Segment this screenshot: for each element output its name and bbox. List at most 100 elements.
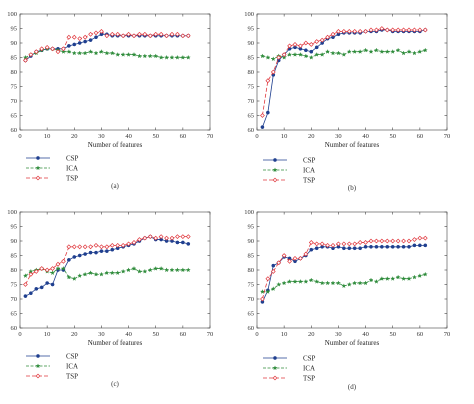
data-point-ica	[325, 49, 330, 54]
series-tsp	[260, 26, 428, 118]
data-point-tsp	[164, 235, 169, 241]
data-point-tsp	[265, 276, 271, 282]
legend: CSP ICA TSP	[263, 156, 316, 184]
data-point-ica	[276, 281, 282, 287]
legend-marker-csp	[273, 356, 277, 360]
data-point-csp	[67, 44, 71, 48]
data-point-ica	[77, 50, 83, 56]
x-axis-label: Number of features	[325, 141, 380, 149]
data-point-csp	[23, 294, 28, 298]
x-tick-label: 10	[44, 331, 51, 338]
data-point-tsp	[308, 42, 314, 47]
data-point-tsp	[99, 29, 104, 34]
data-point-csp	[407, 244, 411, 249]
data-point-ica	[384, 276, 390, 281]
data-point-csp	[309, 49, 314, 54]
data-point-ica	[265, 289, 271, 294]
data-point-tsp	[33, 49, 39, 55]
chart-panel-b: 60 65 70 75 80 85 90 95 100 0 10 20 30 40 50 60 70 Number…	[244, 11, 450, 192]
x-tick-label: 0	[255, 331, 258, 338]
data-point-ica	[281, 54, 287, 60]
series-ica	[260, 271, 428, 294]
legend: CSP ICA TSP	[26, 154, 79, 182]
data-point-ica	[158, 54, 164, 60]
legend-label-ica: ICA	[303, 364, 315, 372]
y-tick-label: 100	[7, 209, 17, 216]
legend-label-ica: ICA	[66, 164, 78, 172]
data-point-ica	[319, 280, 325, 286]
data-point-tsp	[169, 31, 175, 37]
data-point-tsp	[341, 29, 347, 34]
data-point-ica	[104, 50, 110, 56]
x-tick-label: 50	[152, 331, 159, 338]
y-tick-label: 75	[11, 84, 18, 91]
x-tick-label: 10	[281, 133, 288, 140]
data-point-csp	[260, 125, 265, 129]
data-point-tsp	[412, 27, 417, 33]
data-point-tsp	[131, 33, 137, 39]
data-point-ica	[175, 54, 180, 60]
data-point-ica	[352, 49, 358, 54]
data-point-ica	[287, 279, 292, 284]
data-point-ica	[169, 267, 175, 273]
data-point-ica	[314, 279, 320, 284]
data-point-tsp	[346, 241, 352, 247]
data-point-ica	[417, 273, 423, 278]
series-csp	[260, 243, 428, 304]
data-point-ica	[164, 267, 169, 273]
series-tsp	[260, 235, 428, 302]
data-point-ica	[417, 49, 423, 54]
data-point-tsp	[120, 33, 126, 39]
data-point-tsp	[379, 26, 385, 31]
data-point-ica	[341, 283, 347, 288]
data-point-tsp	[185, 33, 191, 39]
data-point-ica	[303, 53, 309, 59]
data-point-ica	[395, 47, 401, 53]
data-point-csp	[412, 243, 417, 248]
series-line-csp	[262, 244, 426, 303]
data-point-ica	[175, 267, 180, 273]
series-ica	[260, 47, 428, 61]
data-point-csp	[67, 258, 71, 262]
data-point-ica	[368, 277, 374, 283]
data-point-tsp	[77, 36, 83, 42]
data-point-ica	[169, 54, 175, 60]
data-point-tsp	[357, 240, 363, 245]
legend-marker-tsp	[272, 375, 278, 381]
data-point-tsp	[66, 244, 72, 250]
data-point-csp	[314, 246, 319, 251]
data-point-ica	[126, 267, 131, 273]
y-tick-label: 95	[11, 26, 18, 33]
data-point-tsp	[55, 49, 61, 55]
data-point-csp	[77, 253, 82, 258]
data-point-tsp	[82, 244, 88, 250]
y-tick-label: 65	[248, 113, 255, 120]
y-tick-label: 90	[11, 40, 18, 47]
data-point-tsp	[314, 39, 320, 44]
data-point-csp	[352, 246, 357, 251]
data-point-tsp	[406, 238, 412, 244]
data-point-tsp	[281, 253, 287, 258]
data-point-csp	[72, 255, 77, 259]
data-point-tsp	[71, 34, 77, 40]
data-point-tsp	[417, 235, 423, 241]
data-point-csp	[29, 291, 33, 296]
data-point-tsp	[336, 29, 341, 34]
y-tick-label: 95	[248, 26, 255, 33]
x-tick-label: 30	[335, 331, 342, 338]
data-point-csp	[347, 246, 352, 251]
data-point-ica	[422, 271, 428, 277]
data-point-tsp	[270, 269, 276, 274]
data-point-ica	[55, 266, 61, 271]
data-point-tsp	[39, 46, 45, 52]
data-point-tsp	[287, 43, 292, 49]
y-tick-label: 90	[248, 238, 255, 245]
data-point-ica	[374, 279, 379, 284]
y-tick-label: 60	[11, 325, 18, 332]
data-point-tsp	[319, 37, 325, 43]
data-point-csp	[363, 244, 368, 249]
data-point-tsp	[281, 52, 287, 57]
data-point-tsp	[384, 27, 390, 33]
data-point-tsp	[28, 52, 34, 57]
data-point-ica	[147, 267, 153, 273]
